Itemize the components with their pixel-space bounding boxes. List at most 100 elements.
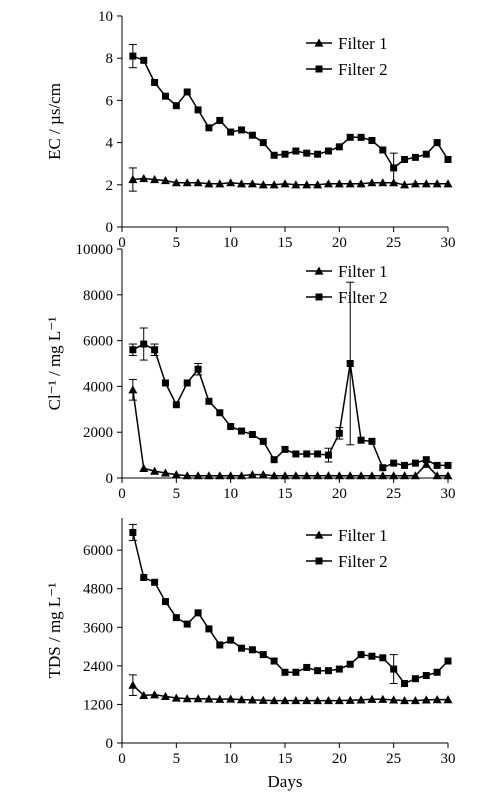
legend-marker (314, 530, 324, 539)
data-point (160, 691, 170, 700)
x-tick-label: 0 (118, 486, 126, 502)
data-point (161, 92, 169, 100)
x-tick-label: 20 (332, 486, 347, 502)
data-point (357, 651, 365, 659)
data-point (410, 471, 420, 480)
data-point (433, 668, 441, 676)
data-point (216, 409, 224, 417)
y-tick-label: 3600 (83, 620, 113, 636)
data-point (345, 695, 355, 704)
y-tick-label: 10000 (76, 242, 114, 258)
data-point (345, 471, 355, 480)
data-point (247, 695, 257, 704)
data-point (171, 470, 181, 479)
data-point (302, 180, 312, 189)
data-point (303, 450, 311, 458)
data-point (422, 150, 430, 158)
data-point (215, 179, 225, 188)
data-point (150, 466, 160, 475)
data-point (281, 445, 289, 453)
data-point (357, 436, 365, 444)
data-point (379, 464, 387, 472)
series-line (132, 177, 448, 186)
x-tick-label: 25 (386, 751, 401, 767)
data-point (227, 636, 235, 644)
data-point (183, 379, 191, 387)
y-tick-label: 10 (98, 9, 113, 25)
data-point (193, 178, 203, 187)
ec-panel: 0 2 4 6 8 10 0 5 10 15 20 25 30 EC / µs/cm Filter 1 Fil… (45, 9, 456, 251)
x-tick-label: 0 (118, 751, 126, 767)
y-tick-label: 6 (106, 93, 114, 109)
data-point (356, 471, 366, 480)
data-point (259, 651, 267, 659)
x-tick-label: 15 (278, 235, 293, 251)
data-point (400, 471, 410, 480)
chloride-panel: 0 2000 4000 6000 8000 10000 0 5 10 15 20 25 30 Cl⁻¹ /… (45, 242, 456, 502)
data-point (443, 471, 453, 480)
data-point (433, 139, 441, 147)
data-point (150, 690, 160, 699)
y-tick-label: 2000 (83, 425, 113, 441)
series-filter-2 (128, 523, 452, 688)
data-point (368, 136, 376, 144)
y-tick-label: 0 (106, 736, 114, 752)
data-point (172, 102, 180, 110)
x-tick-label: 15 (278, 486, 293, 502)
data-point (368, 437, 376, 445)
y-tick-label: 0 (106, 471, 114, 487)
x-tick-label: 5 (173, 751, 181, 767)
data-point (421, 459, 431, 468)
x-tick-label: 30 (441, 751, 456, 767)
data-point (443, 695, 453, 704)
data-point (389, 695, 399, 704)
data-point (247, 470, 257, 479)
data-point (150, 175, 160, 184)
legend-marker (314, 266, 324, 275)
legend-marker (315, 293, 323, 301)
y-axis-label: EC / µs/cm (45, 83, 64, 160)
data-point (401, 155, 409, 163)
data-point (139, 173, 149, 183)
x-tick-label: 15 (278, 751, 293, 767)
data-point (323, 179, 333, 188)
data-point (378, 694, 388, 703)
series-line (132, 532, 449, 685)
data-point (280, 179, 290, 188)
data-point (302, 471, 312, 480)
data-point (367, 694, 377, 703)
data-point (335, 665, 343, 673)
data-point (259, 139, 267, 147)
data-point (238, 126, 246, 134)
data-point (324, 451, 332, 459)
data-point (151, 578, 159, 586)
data-point (401, 461, 409, 469)
data-point (194, 609, 202, 617)
data-point (291, 696, 301, 705)
data-point (314, 667, 322, 675)
data-point (281, 150, 289, 158)
data-point (346, 660, 354, 668)
data-point (259, 437, 267, 445)
data-point (411, 459, 419, 467)
data-point (238, 427, 246, 435)
data-point (258, 695, 268, 704)
legend-label: Filter 1 (338, 262, 388, 281)
data-point (182, 471, 192, 480)
data-point (151, 346, 159, 354)
y-tick-label: 2400 (83, 659, 113, 675)
data-point (421, 695, 431, 704)
y-tick-label: 6000 (83, 543, 113, 559)
data-point (313, 471, 323, 480)
data-point (432, 179, 442, 188)
data-point (128, 680, 138, 689)
data-point (226, 694, 236, 703)
data-point (258, 180, 268, 189)
data-point (171, 178, 181, 187)
legend-label: Filter 2 (338, 60, 388, 79)
data-point (335, 143, 343, 151)
data-point (432, 471, 442, 480)
legend-label: Filter 1 (338, 526, 388, 545)
y-tick-label: 8 (106, 51, 114, 67)
data-point (410, 179, 420, 188)
